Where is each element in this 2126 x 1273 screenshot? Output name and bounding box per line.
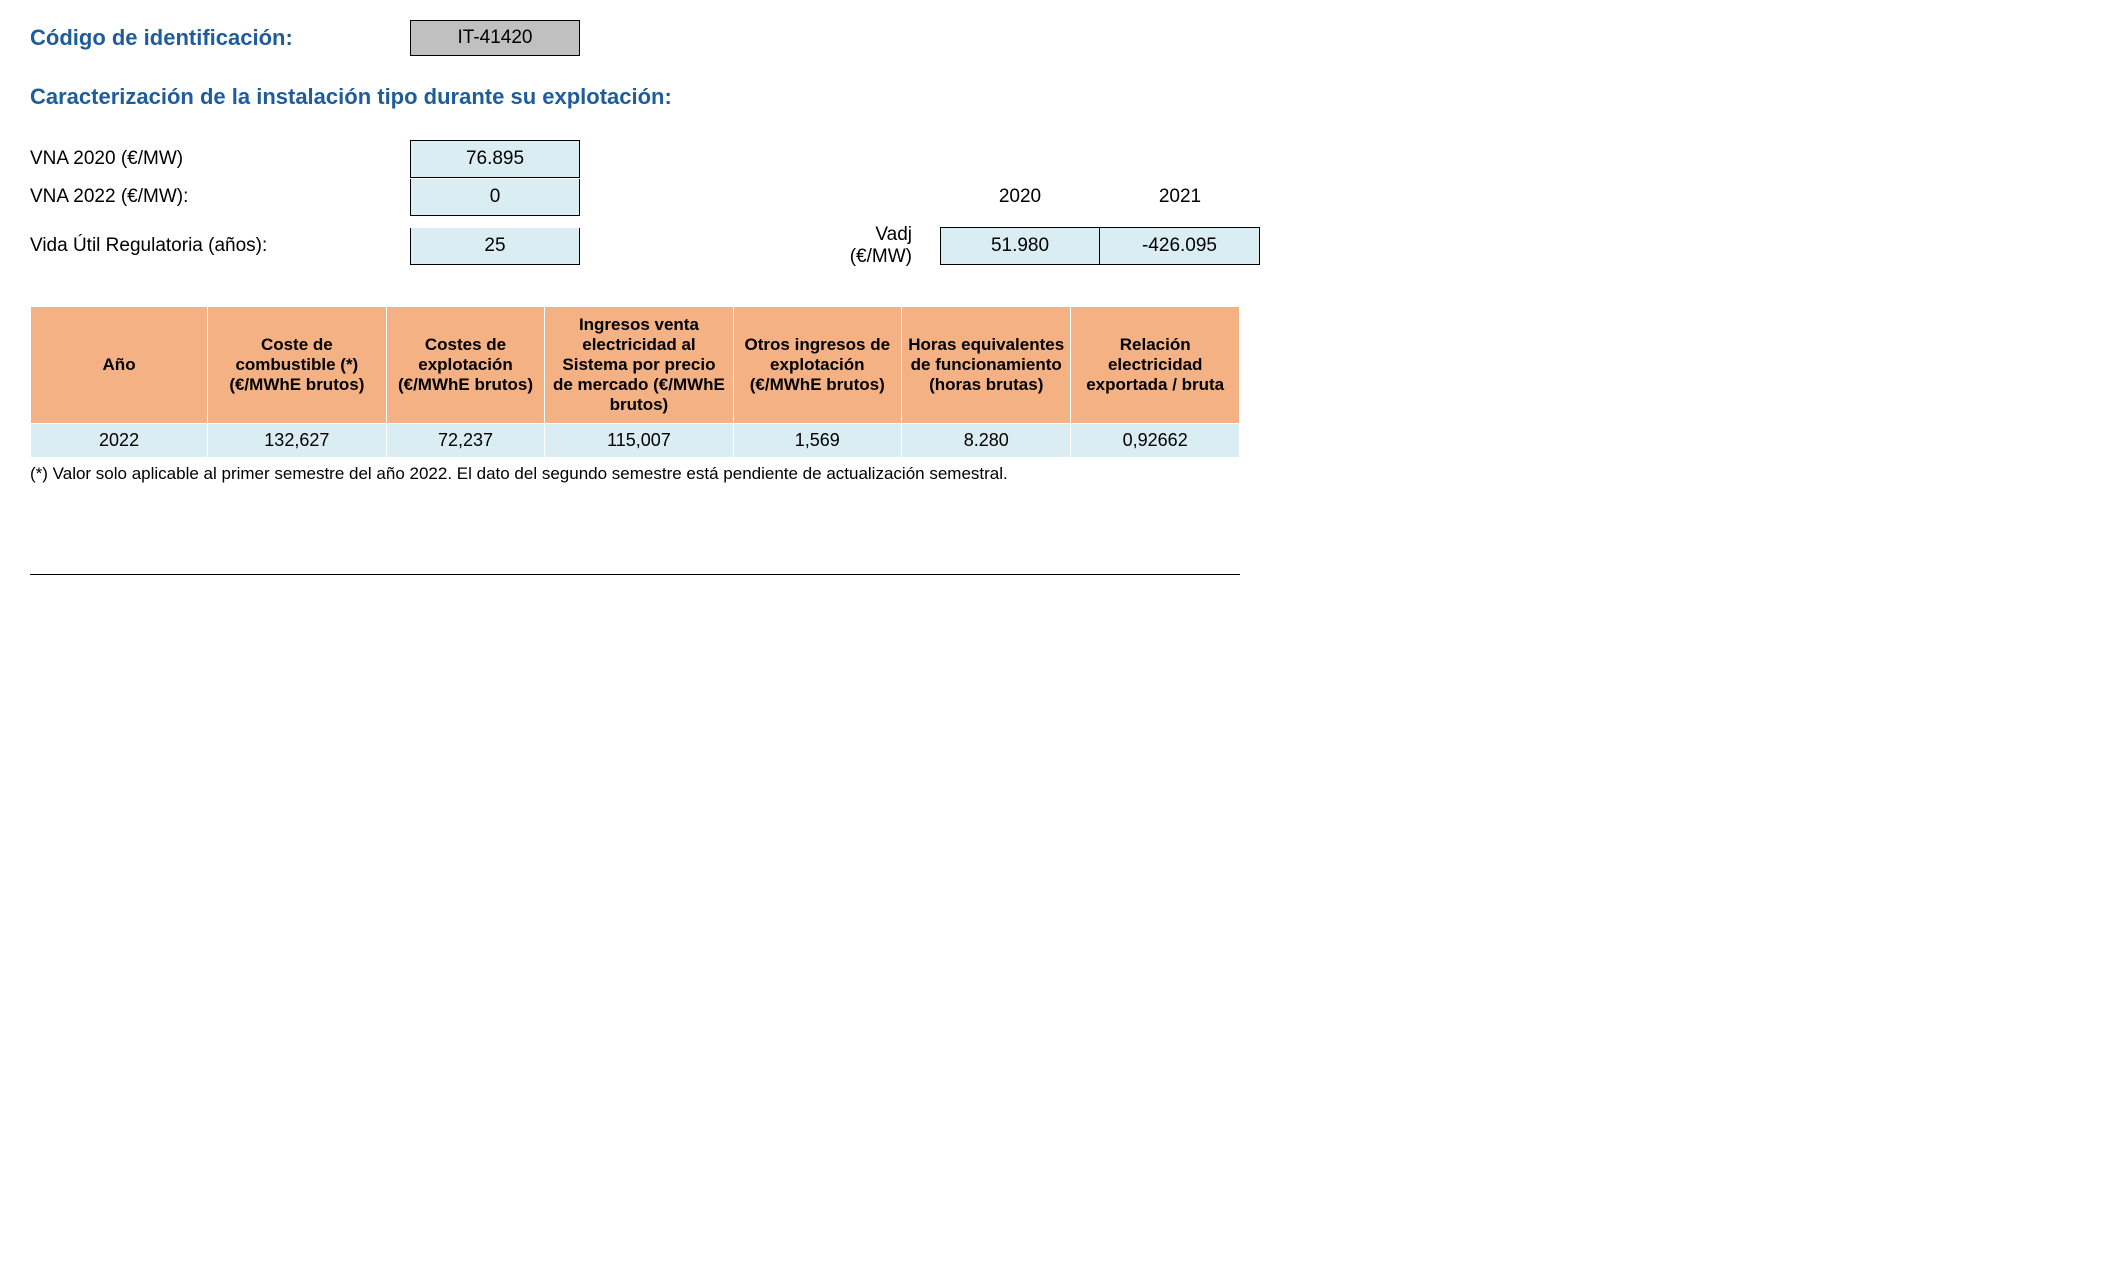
th-exploitation-cost: Costes de explotación (€/MWhE brutos): [386, 307, 545, 424]
section-title: Caracterización de la instalación tipo d…: [30, 84, 2096, 110]
td-other-income: 1,569: [733, 424, 902, 458]
characterization-grid: VNA 2020 (€/MW) 76.895 VNA 2022 (€/MW): …: [30, 140, 2096, 276]
vadj-year-2: 2021: [1100, 179, 1260, 215]
vna2020-label: VNA 2020 (€/MW): [30, 140, 410, 178]
exploitation-table: Año Coste de combustible (*) (€/MWhE bru…: [30, 306, 1240, 458]
table-row: 2022 132,627 72,237 115,007 1,569 8.280 …: [31, 424, 1240, 458]
vna2022-value: 0: [410, 179, 580, 216]
vida-util-label: Vida Útil Regulatoria (años):: [30, 227, 410, 265]
vadj-label: Vadj (€/MW): [810, 216, 940, 276]
id-code-value: IT-41420: [410, 20, 580, 56]
vadj-year-1: 2020: [940, 179, 1100, 215]
th-other-income: Otros ingresos de explotación (€/MWhE br…: [733, 307, 902, 424]
th-year: Año: [31, 307, 208, 424]
td-fuel-cost: 132,627: [208, 424, 386, 458]
vida-util-value: 25: [410, 228, 580, 265]
td-ratio-exported: 0,92662: [1071, 424, 1240, 458]
id-code-label: Código de identificación:: [30, 25, 410, 51]
th-fuel-cost: Coste de combustible (*) (€/MWhE brutos): [208, 307, 386, 424]
vna2020-value: 76.895: [410, 140, 580, 178]
td-equiv-hours: 8.280: [902, 424, 1071, 458]
divider: [30, 574, 1240, 575]
vna2022-label: VNA 2022 (€/MW):: [30, 178, 410, 216]
th-ratio-exported: Relación electricidad exportada / bruta: [1071, 307, 1240, 424]
vadj-value-1: 51.980: [940, 227, 1100, 265]
footnote: (*) Valor solo aplicable al primer semes…: [30, 464, 2096, 484]
td-exploitation-cost: 72,237: [386, 424, 545, 458]
vadj-value-2: -426.095: [1100, 227, 1260, 265]
table-header-row: Año Coste de combustible (*) (€/MWhE bru…: [31, 307, 1240, 424]
td-revenue-market: 115,007: [545, 424, 733, 458]
th-equiv-hours: Horas equivalentes de funcionamiento (ho…: [902, 307, 1071, 424]
td-year: 2022: [31, 424, 208, 458]
th-revenue-market: Ingresos venta electricidad al Sistema p…: [545, 307, 733, 424]
